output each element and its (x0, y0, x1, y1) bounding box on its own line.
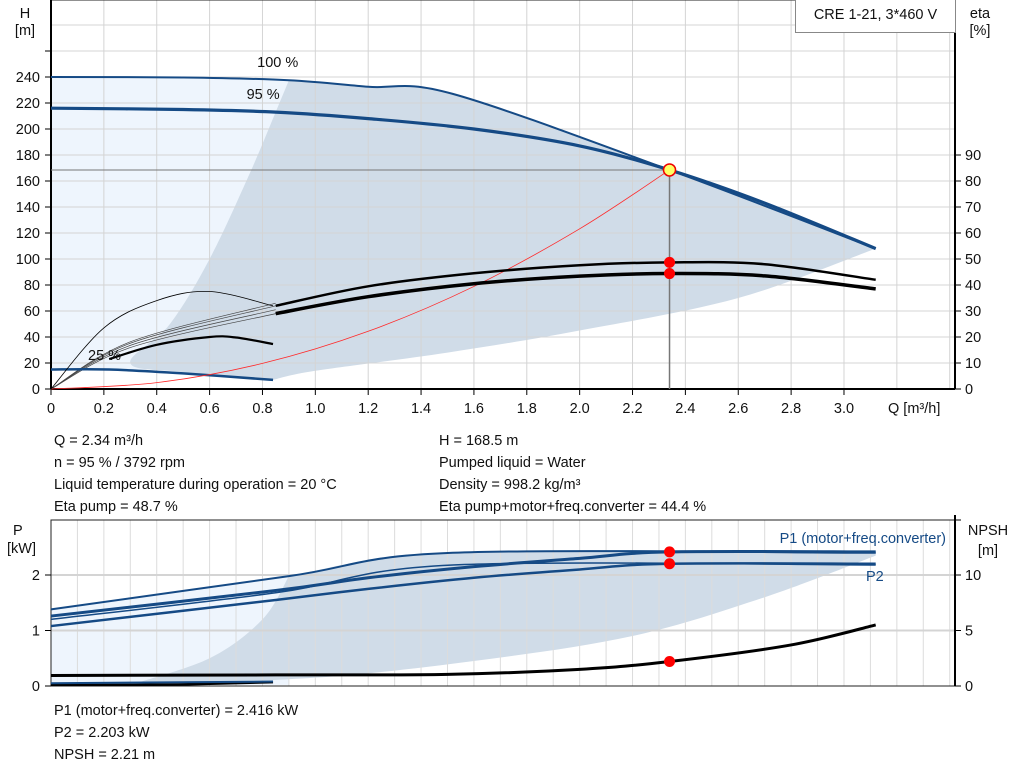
p-tick-label: 0 (32, 679, 40, 695)
y-tick-label: 40 (24, 330, 40, 346)
eta-pump-curve (275, 260, 876, 308)
npsh-tick-label: 0 (965, 679, 973, 695)
p-tick-label: 1 (32, 624, 40, 640)
y2-axis-unit: [%] (970, 23, 991, 39)
npsh-tick-label: 5 (965, 624, 973, 640)
p-low-speed-curve (50, 680, 274, 685)
results-left: Q = 2.34 m³/h n = 95 % / 3792 rpm Liquid… (54, 430, 337, 518)
y-axis-label: H (20, 6, 30, 22)
npsh-axis-label: NPSH (968, 523, 1008, 539)
y-tick-label: 140 (16, 200, 40, 216)
result-eta-total: Eta pump+motor+freq.converter = 44.4 % (439, 499, 707, 515)
product-label: CRE 1-21, 3*460 V (795, 0, 956, 33)
x-tick-label: 0 (47, 401, 55, 417)
x-tick-label: 2.8 (781, 401, 801, 417)
x-axis-label: Q [m³/h] (888, 401, 940, 417)
y-tick-label: 60 (24, 304, 40, 320)
y2-tick-label: 40 (965, 278, 981, 294)
result-npsh: NPSH = 2.21 m (54, 747, 156, 763)
y-tick-label: 0 (32, 382, 40, 398)
y2-tick-label: 0 (965, 382, 973, 398)
x-tick-label: 1.6 (464, 401, 484, 417)
results-right: H = 168.5 m Pumped liquid = Water Densit… (439, 430, 706, 518)
eta-pump-marker (664, 256, 676, 268)
x-tick-label: 2.4 (675, 401, 695, 417)
y-tick-label: 80 (24, 278, 40, 294)
pump-curve-25 (50, 367, 274, 382)
speed-label-100: 100 % (257, 55, 298, 71)
y2-tick-label: 80 (965, 174, 981, 190)
npsh-low-speed-curve (50, 680, 274, 687)
p-tick-label: 2 (32, 568, 40, 584)
result-q: Q = 2.34 m³/h (54, 433, 144, 449)
eta-total-marker (664, 268, 676, 280)
npsh-curve (50, 623, 877, 677)
eta-extrapolation-line (50, 302, 276, 390)
x-tick-label: 0.8 (252, 401, 272, 417)
eta-total-curve (275, 271, 876, 316)
x-tick-label: 2.6 (728, 401, 748, 417)
y2-tick-label: 20 (965, 330, 981, 346)
x-tick-label: 1.4 (411, 401, 431, 417)
eta-low-speed-thin-curve (50, 290, 274, 390)
x-tick-label: 0.2 (94, 401, 114, 417)
p1-duty-marker (664, 546, 676, 558)
y-axis-unit: [m] (15, 23, 35, 39)
system-curve (50, 169, 670, 390)
y2-tick-label: 90 (965, 148, 981, 164)
y-tick-label: 20 (24, 356, 40, 372)
duty-point-marker (662, 163, 677, 177)
x-tick-label: 3.0 (834, 401, 854, 417)
p-axis-unit: [kW] (7, 541, 36, 557)
eta-extrapolation-line (50, 313, 276, 390)
y-tick-label: 220 (16, 96, 40, 112)
x-tick-label: 0.4 (147, 401, 167, 417)
result-p2: P2 = 2.203 kW (54, 725, 150, 741)
npsh-tick-label: 10 (965, 568, 981, 584)
y2-tick-label: 70 (965, 200, 981, 216)
p1-curve-100 (50, 550, 876, 611)
x-tick-label: 1.0 (305, 401, 325, 417)
speed-label-25: 25 % (88, 348, 121, 364)
y2-tick-label: 60 (965, 226, 981, 242)
result-temperature: Liquid temperature during operation = 20… (54, 477, 337, 493)
result-liquid: Pumped liquid = Water (439, 455, 586, 471)
pump-curve-95 (50, 106, 877, 251)
x-tick-label: 0.6 (200, 401, 220, 417)
results-power: P1 (motor+freq.converter) = 2.416 kW P2 … (54, 700, 298, 766)
x-tick-label: 2.2 (622, 401, 642, 417)
result-density: Density = 998.2 kg/m³ (439, 477, 581, 493)
y-tick-label: 100 (16, 252, 40, 268)
y-tick-label: 120 (16, 226, 40, 242)
p1-series-label: P1 (motor+freq.converter) (780, 531, 946, 547)
y2-tick-label: 10 (965, 356, 981, 372)
result-eta-pump: Eta pump = 48.7 % (54, 499, 178, 515)
y-tick-label: 240 (16, 70, 40, 86)
p2-curve-100 (50, 562, 876, 621)
y-tick-label: 200 (16, 122, 40, 138)
y-tick-label: 160 (16, 174, 40, 190)
y2-tick-label: 50 (965, 252, 981, 268)
eta-extrapolation-line (50, 309, 276, 390)
npsh-axis-unit: [m] (978, 543, 998, 559)
eta-low-speed-curve (108, 335, 274, 361)
speed-label-95: 95 % (247, 87, 280, 103)
x-tick-label: 1.2 (358, 401, 378, 417)
result-p1: P1 (motor+freq.converter) = 2.416 kW (54, 703, 299, 719)
p2-duty-marker (664, 558, 676, 570)
result-h: H = 168.5 m (439, 433, 519, 449)
result-speed: n = 95 % / 3792 rpm (54, 455, 185, 471)
y2-axis-label: eta (970, 6, 991, 22)
x-tick-label: 2.0 (570, 401, 590, 417)
y-tick-label: 180 (16, 148, 40, 164)
y2-tick-label: 30 (965, 304, 981, 320)
x-tick-label: 1.8 (517, 401, 537, 417)
p-axis-label: P (13, 523, 23, 539)
npsh-duty-marker (664, 655, 676, 667)
p2-series-label: P2 (866, 569, 884, 585)
